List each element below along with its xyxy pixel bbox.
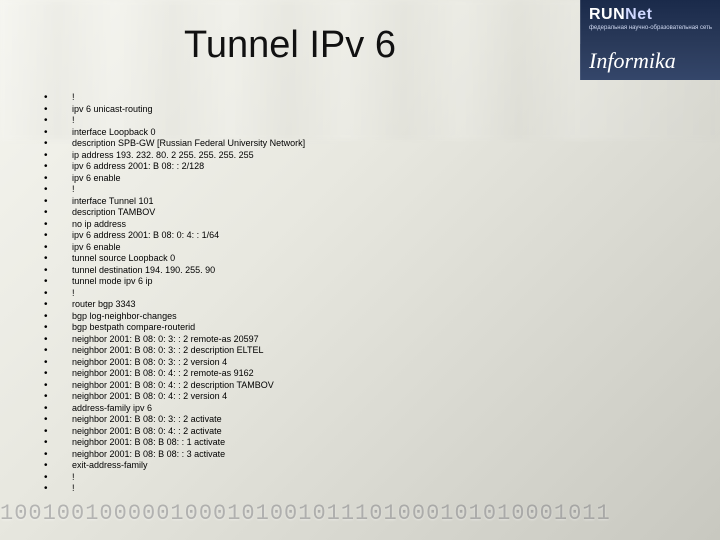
- config-line: tunnel destination 194. 190. 255. 90: [44, 265, 550, 277]
- config-line: ipv 6 enable: [44, 242, 550, 254]
- config-line: ipv 6 unicast-routing: [44, 104, 550, 116]
- config-line: neighbor 2001: B 08: 0: 4: : 2 activate: [44, 426, 550, 438]
- config-line: neighbor 2001: B 08: 0: 3: : 2 version 4: [44, 357, 550, 369]
- config-line: neighbor 2001: B 08: 0: 4: : 2 version 4: [44, 391, 550, 403]
- config-line: !: [44, 115, 550, 127]
- config-line: neighbor 2001: B 08: 0: 3: : 2 remote-as…: [44, 334, 550, 346]
- runnet-brand: RUNNet: [589, 6, 712, 24]
- config-line: neighbor 2001: B 08: 0: 3: : 2 activate: [44, 414, 550, 426]
- runnet-brand-b: Net: [625, 6, 652, 23]
- config-line: exit-address-family: [44, 460, 550, 472]
- config-line: ipv 6 address 2001: B 08: 0: 4: : 1/64: [44, 230, 550, 242]
- config-line: neighbor 2001: B 08: 0: 3: : 2 descripti…: [44, 345, 550, 357]
- config-line: description SPB-GW [Russian Federal Univ…: [44, 138, 550, 150]
- config-listing: !ipv 6 unicast-routing!interface Loopbac…: [44, 92, 550, 495]
- logo-block: RUNNet федеральная научно-образовательна…: [580, 0, 720, 80]
- config-line: tunnel mode ipv 6 ip: [44, 276, 550, 288]
- config-line: router bgp 3343: [44, 299, 550, 311]
- runnet-subtitle: федеральная научно-образовательная сеть: [589, 25, 712, 32]
- config-line: tunnel source Loopback 0: [44, 253, 550, 265]
- config-line: address-family ipv 6: [44, 403, 550, 415]
- config-line: neighbor 2001: B 08: B 08: : 3 activate: [44, 449, 550, 461]
- config-line: !: [44, 184, 550, 196]
- config-line: !: [44, 288, 550, 300]
- config-line: !: [44, 92, 550, 104]
- config-list: !ipv 6 unicast-routing!interface Loopbac…: [44, 92, 550, 495]
- config-line: !: [44, 483, 550, 495]
- config-line: neighbor 2001: B 08: B 08: : 1 activate: [44, 437, 550, 449]
- page-title: Tunnel IPv 6: [0, 24, 580, 67]
- runnet-logo: RUNNet федеральная научно-образовательна…: [580, 0, 720, 44]
- config-line: ip address 193. 232. 80. 2 255. 255. 255…: [44, 150, 550, 162]
- config-line: bgp log-neighbor-changes: [44, 311, 550, 323]
- config-line: neighbor 2001: B 08: 0: 4: : 2 descripti…: [44, 380, 550, 392]
- background-binary-strip: 1001001000001000101001011101000101010001…: [0, 501, 720, 526]
- config-line: interface Tunnel 101: [44, 196, 550, 208]
- config-line: neighbor 2001: B 08: 0: 4: : 2 remote-as…: [44, 368, 550, 380]
- config-line: bgp bestpath compare-routerid: [44, 322, 550, 334]
- config-line: interface Loopback 0: [44, 127, 550, 139]
- config-line: ipv 6 enable: [44, 173, 550, 185]
- config-line: ipv 6 address 2001: B 08: : 2/128: [44, 161, 550, 173]
- config-line: no ip address: [44, 219, 550, 231]
- config-line: !: [44, 472, 550, 484]
- config-line: description TAMBOV: [44, 207, 550, 219]
- informika-logo: Informika: [580, 44, 720, 80]
- runnet-brand-a: RUN: [589, 6, 625, 23]
